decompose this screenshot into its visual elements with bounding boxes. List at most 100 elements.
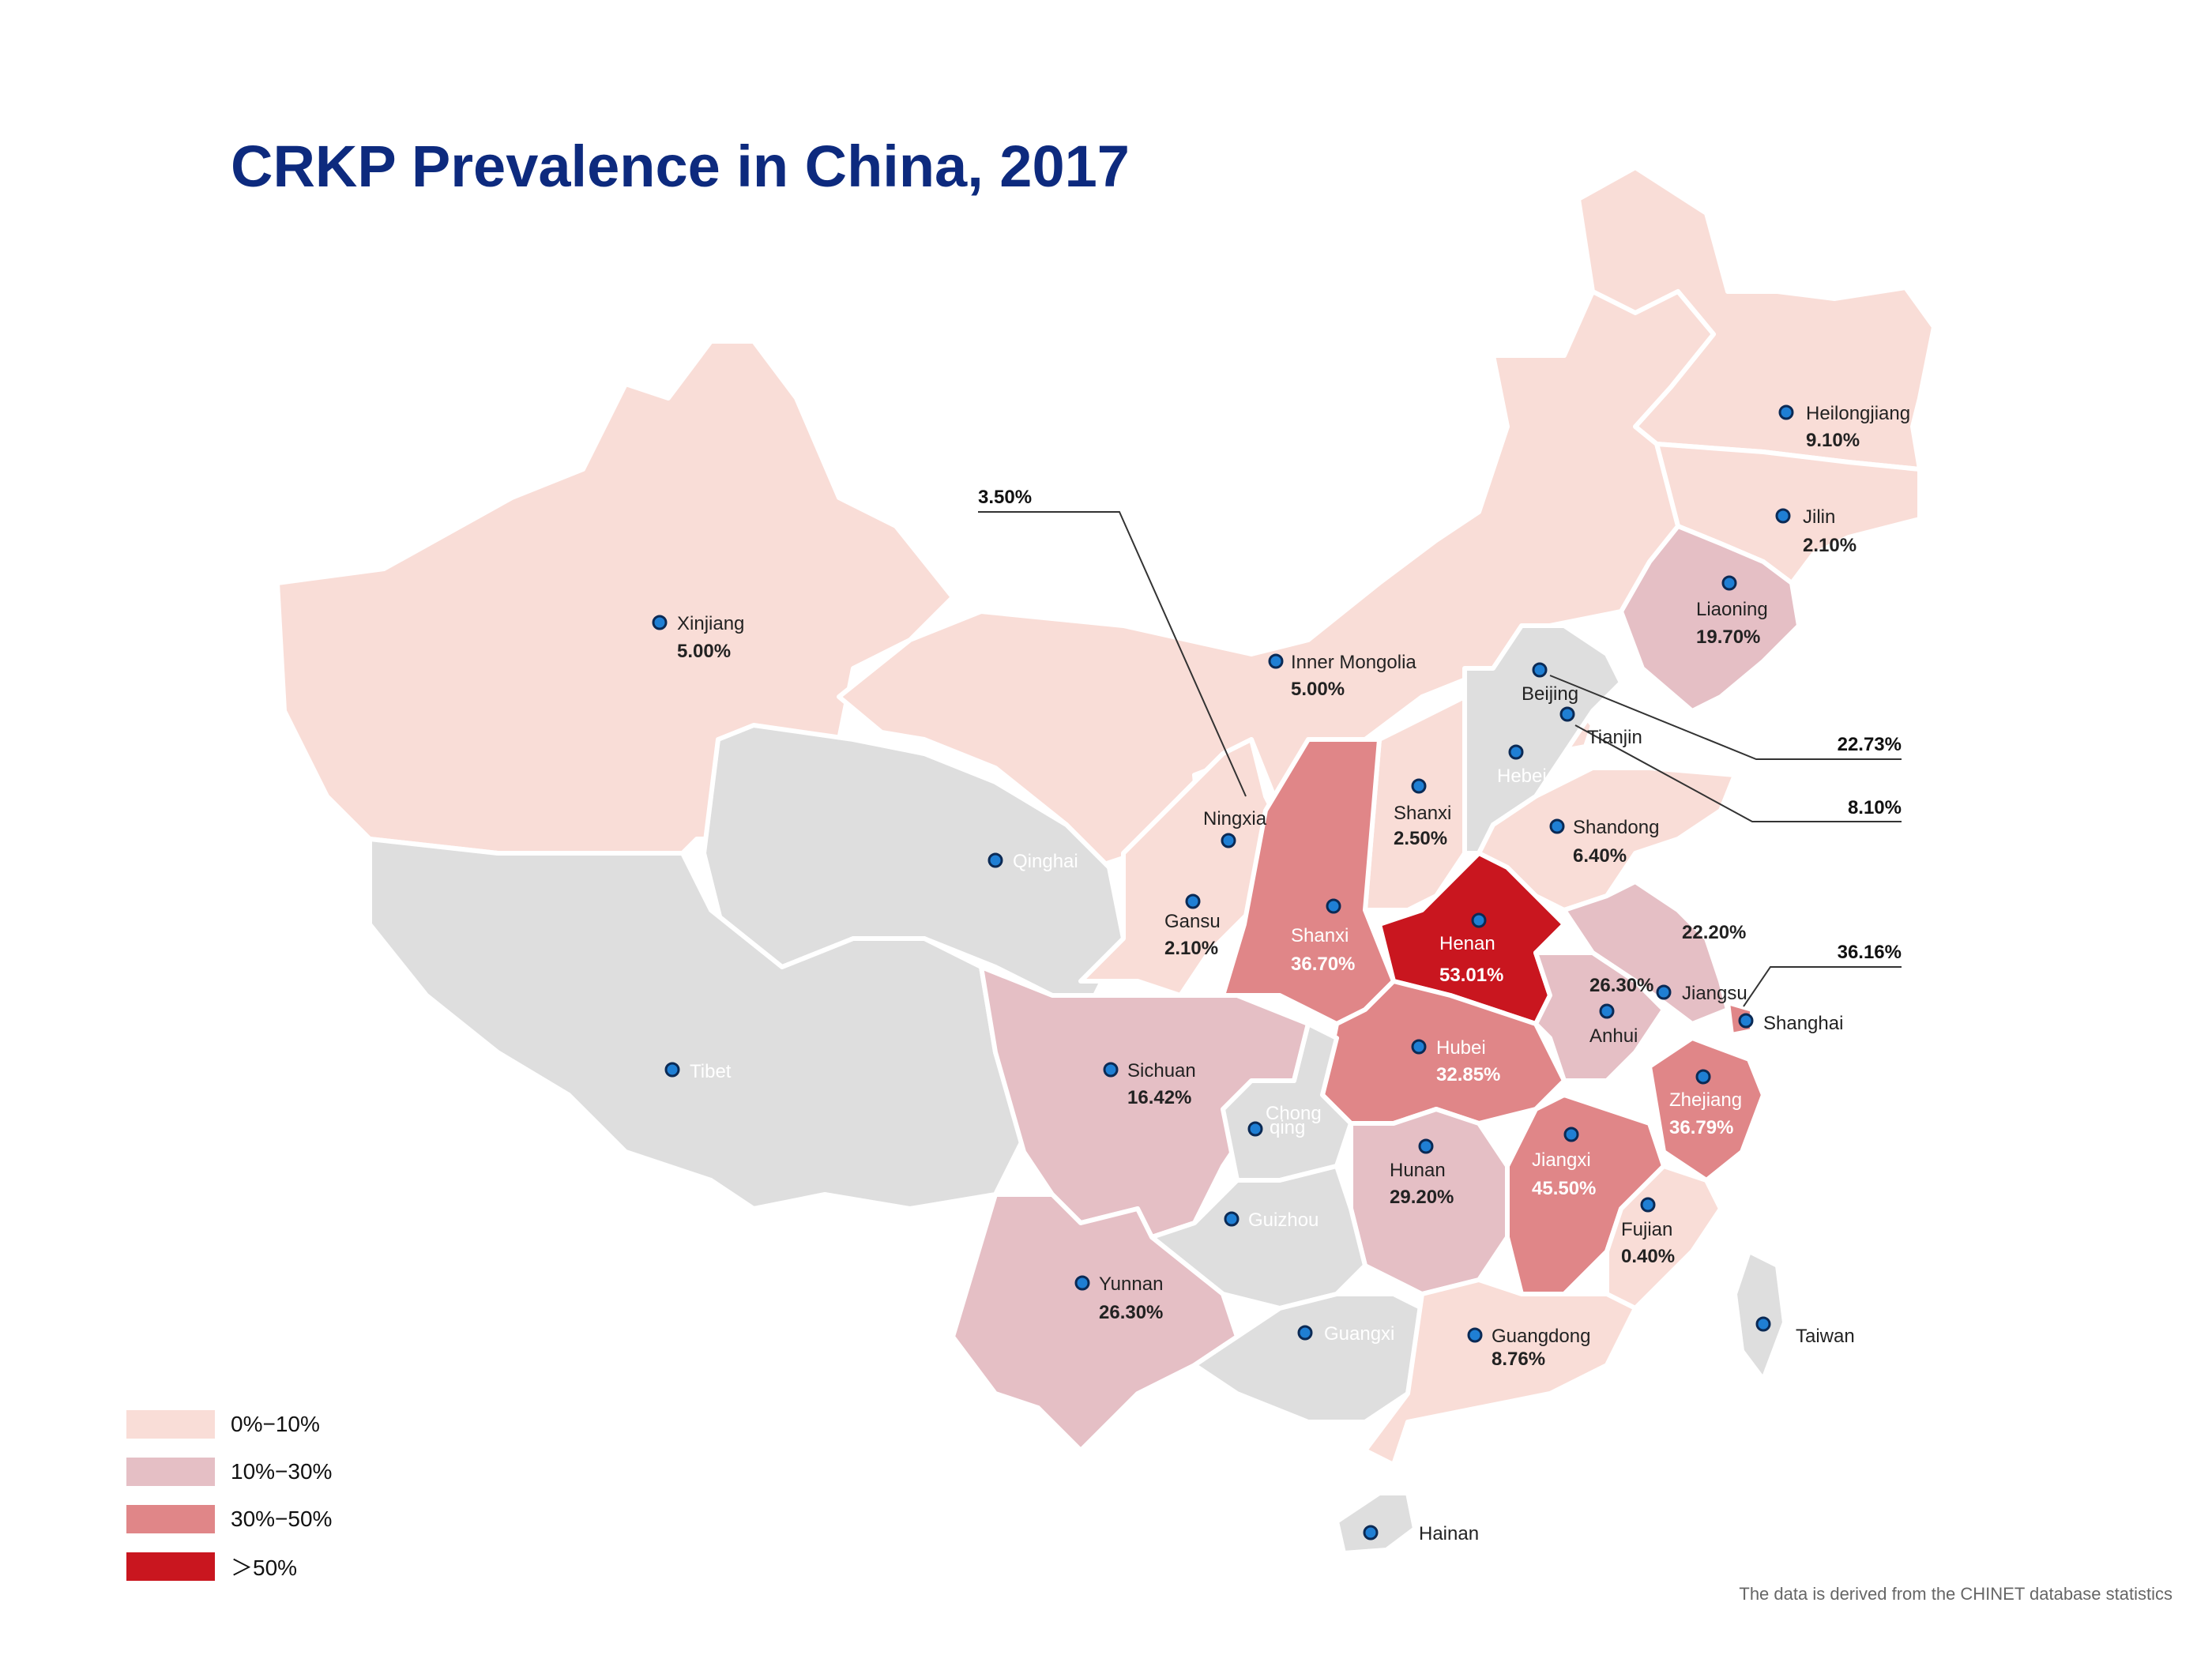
label-name-heilongjiang-0: Heilongjiang bbox=[1806, 403, 1910, 424]
label-value-hunan-23: 29.20% bbox=[1390, 1187, 1454, 1208]
label-name-hubei-20: Hubei bbox=[1436, 1037, 1486, 1059]
label-name-inner-mongolia-4: Inner Mongolia bbox=[1291, 652, 1416, 673]
label-value-inner-mongolia-4: 5.00% bbox=[1291, 679, 1345, 700]
label-value-shanxi-13: 36.70% bbox=[1291, 954, 1355, 975]
label-value-shandong-9: 6.40% bbox=[1573, 845, 1627, 867]
label-name-shanxi-8: Shanxi bbox=[1394, 803, 1451, 824]
legend-label: 30%−50% bbox=[231, 1507, 333, 1531]
legend-label: 0%−10% bbox=[231, 1412, 320, 1436]
label-value-henan-14: 53.01% bbox=[1439, 965, 1503, 986]
marker-qinghai-11 bbox=[988, 852, 1003, 868]
legend-label: 10%−30% bbox=[231, 1459, 333, 1484]
label-value-gansu-12: 2.10% bbox=[1164, 938, 1218, 959]
marker-shandong-9 bbox=[1549, 818, 1565, 834]
marker-yunnan-27 bbox=[1074, 1275, 1090, 1291]
marker-jiangsu-15 bbox=[1656, 984, 1672, 1000]
label-value-xinjiang-3: 5.00% bbox=[677, 641, 731, 662]
marker-xinjiang-3 bbox=[652, 615, 668, 630]
label-value-hubei-20: 32.85% bbox=[1436, 1064, 1500, 1085]
marker-liaoning-2 bbox=[1721, 575, 1737, 591]
label-name-taiwan-30: Taiwan bbox=[1796, 1326, 1855, 1347]
label-value-yunnan-27: 26.30% bbox=[1099, 1302, 1163, 1323]
label-name-hunan-23: Hunan bbox=[1390, 1160, 1446, 1181]
label-value-fujian-26: 0.40% bbox=[1621, 1246, 1675, 1267]
legend: 0%−10% 10%−30% 30%−50% ＞50% bbox=[126, 1410, 332, 1600]
callout-leader-tianjin bbox=[1574, 724, 1902, 822]
label-name-beijing-5: Beijing bbox=[1522, 683, 1578, 705]
label-name-fujian-26: Fujian bbox=[1621, 1219, 1672, 1240]
marker-hubei-20 bbox=[1411, 1039, 1427, 1055]
region-hainan-31 bbox=[1334, 1491, 1417, 1556]
legend-item: ＞50% bbox=[126, 1552, 332, 1581]
marker-gansu-12 bbox=[1185, 893, 1201, 909]
label-name-ningxia-10: Ningxia bbox=[1203, 808, 1267, 830]
label-name-zhejiang-21: Zhejiang bbox=[1669, 1089, 1742, 1111]
marker-tianjin-6 bbox=[1559, 706, 1575, 722]
marker-henan-14 bbox=[1471, 912, 1487, 928]
label-value-heilongjiang-0: 9.10% bbox=[1806, 430, 1860, 451]
callout-leader-shanghai bbox=[1743, 966, 1902, 1007]
label-name-shanghai-17: Shanghai bbox=[1763, 1013, 1843, 1034]
callout-leader-ningxia bbox=[978, 511, 1247, 797]
region-zhejiang-21 bbox=[1647, 1036, 1766, 1183]
label-name-jiangxi-24: Jiangxi bbox=[1532, 1149, 1591, 1171]
marker-jilin-1 bbox=[1775, 508, 1791, 524]
label-value-shanxi-8: 2.50% bbox=[1394, 828, 1447, 849]
label-name-hebei-7: Hebei bbox=[1497, 766, 1547, 787]
marker-hunan-23 bbox=[1418, 1138, 1434, 1154]
marker-taiwan-30 bbox=[1755, 1316, 1771, 1332]
label-name-sichuan-19: Sichuan bbox=[1127, 1060, 1196, 1082]
label-name-jilin-1: Jilin bbox=[1803, 506, 1835, 528]
marker-guangxi-28 bbox=[1297, 1325, 1313, 1341]
callout-value-shanghai: 36.16% bbox=[1838, 942, 1902, 963]
label-value-jilin-1: 2.10% bbox=[1803, 535, 1856, 556]
label-name-tibet-18: Tibet bbox=[690, 1061, 732, 1082]
marker-chongqing-22 bbox=[1247, 1121, 1263, 1137]
label-value-zhejiang-21: 36.79% bbox=[1669, 1117, 1733, 1138]
region-taiwan-30 bbox=[1732, 1249, 1787, 1382]
marker-shanghai-17 bbox=[1738, 1013, 1754, 1029]
callout-value-beijing: 22.73% bbox=[1838, 734, 1902, 755]
source-note: The data is derived from the CHINET data… bbox=[1739, 1584, 2172, 1604]
label-name-guizhou-25: Guizhou bbox=[1248, 1209, 1319, 1231]
region-guizhou-25 bbox=[1149, 1164, 1367, 1311]
region-guangdong-29 bbox=[1363, 1277, 1638, 1467]
legend-swatch bbox=[126, 1552, 215, 1581]
label-name-shanxi-13: Shanxi bbox=[1291, 925, 1349, 946]
callout-value-ningxia: 3.50% bbox=[978, 487, 1032, 508]
label-value-liaoning-2: 19.70% bbox=[1696, 626, 1760, 648]
legend-swatch bbox=[126, 1505, 215, 1533]
legend-swatch bbox=[126, 1458, 215, 1486]
label-name-gansu-12: Gansu bbox=[1164, 911, 1221, 932]
label-name-qinghai-11: Qinghai bbox=[1013, 851, 1078, 872]
label-name-chongqing-22-line2: qing bbox=[1270, 1117, 1305, 1138]
callout-leader-beijing bbox=[1549, 675, 1902, 760]
label-value-guangdong-29: 8.76% bbox=[1492, 1349, 1545, 1370]
marker-shanxi-13 bbox=[1326, 898, 1341, 914]
legend-item: 0%−10% bbox=[126, 1410, 332, 1439]
legend-label: ＞50% bbox=[231, 1556, 298, 1580]
label-name-xinjiang-3: Xinjiang bbox=[677, 613, 744, 634]
label-name-yunnan-27: Yunnan bbox=[1099, 1273, 1163, 1295]
map-title: CRKP Prevalence in China, 2017 bbox=[231, 134, 1130, 199]
label-name-hainan-31: Hainan bbox=[1419, 1523, 1479, 1544]
region-anhui-16 bbox=[1533, 950, 1666, 1083]
marker-anhui-16 bbox=[1599, 1003, 1615, 1019]
legend-item: 10%−30% bbox=[126, 1458, 332, 1486]
label-name-chongqing-22-line1: Chong bbox=[1266, 1103, 1322, 1124]
marker-sichuan-19 bbox=[1103, 1062, 1119, 1078]
label-value-jiangsu-15: 22.20% bbox=[1682, 922, 1746, 943]
label-name-jiangsu-15: Jiangsu bbox=[1682, 983, 1747, 1004]
label-value-sichuan-19: 16.42% bbox=[1127, 1087, 1191, 1108]
label-name-guangdong-29: Guangdong bbox=[1492, 1326, 1590, 1347]
marker-inner-mongolia-4 bbox=[1268, 653, 1284, 669]
marker-beijing-5 bbox=[1532, 662, 1548, 678]
label-name-anhui-16: Anhui bbox=[1589, 1025, 1638, 1047]
marker-ningxia-10 bbox=[1221, 833, 1236, 848]
marker-hainan-31 bbox=[1363, 1525, 1379, 1540]
label-name-guangxi-28: Guangxi bbox=[1324, 1323, 1394, 1345]
marker-shanxi-8 bbox=[1411, 778, 1427, 794]
marker-guangdong-29 bbox=[1467, 1327, 1483, 1343]
marker-guizhou-25 bbox=[1224, 1211, 1240, 1227]
